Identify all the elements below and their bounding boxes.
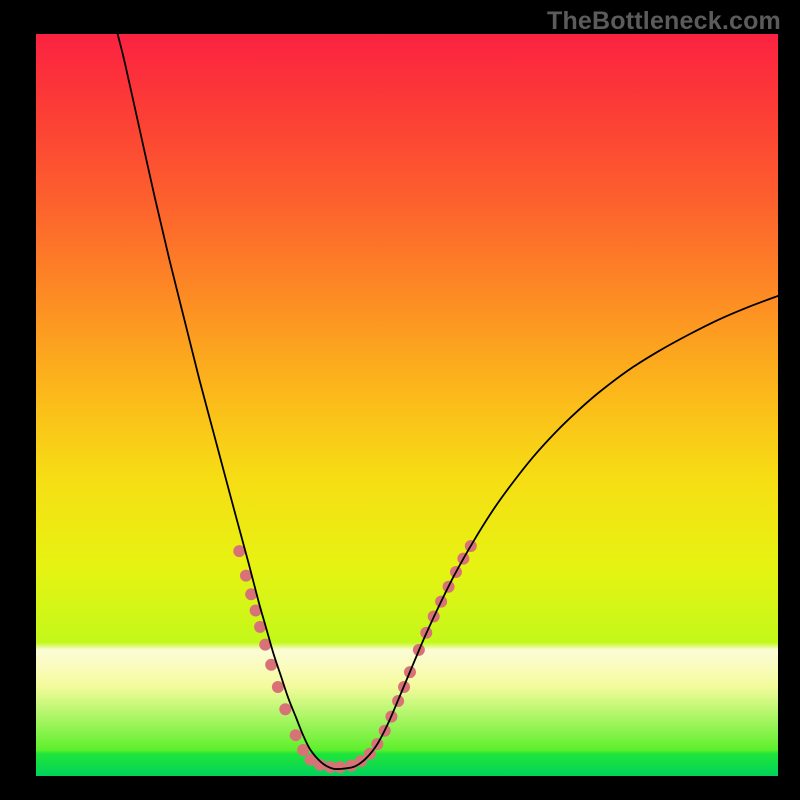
curve-layer [36, 34, 778, 776]
bottleneck-curve [118, 34, 778, 769]
highlight-marker [290, 729, 302, 741]
plot-area [36, 34, 778, 776]
highlight-marker [334, 761, 346, 773]
highlight-markers [233, 540, 477, 773]
watermark-text: TheBottleneck.com [547, 7, 781, 36]
highlight-marker [272, 681, 284, 693]
chart-frame: TheBottleneck.com [0, 0, 800, 800]
highlight-marker [279, 703, 291, 715]
